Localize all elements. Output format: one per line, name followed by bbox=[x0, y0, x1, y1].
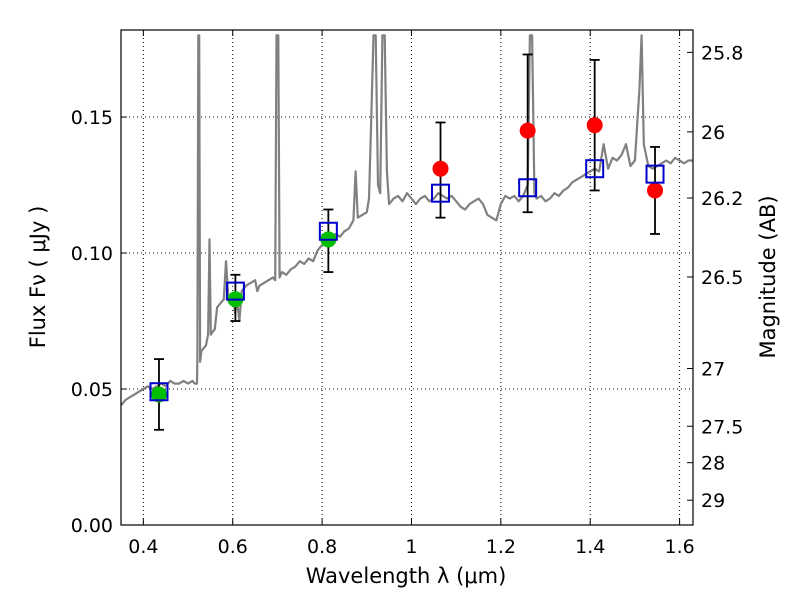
model-point bbox=[431, 183, 451, 203]
data-point bbox=[586, 117, 603, 134]
y-axis-label-right: Magnitude (AB) bbox=[756, 195, 780, 358]
x-tick-label: 0.8 bbox=[307, 536, 337, 558]
x-tick-label: 1.4 bbox=[575, 536, 605, 558]
data-point bbox=[519, 122, 536, 139]
x-tick-label: 1.2 bbox=[486, 536, 516, 558]
x-tick-label: 0.6 bbox=[218, 536, 248, 558]
spectrum-line bbox=[120, 34, 693, 407]
errorbar-layer bbox=[153, 53, 661, 431]
y-tick-label: 0.15 bbox=[71, 107, 113, 129]
y-tick-label: 0.00 bbox=[71, 515, 113, 537]
model-point bbox=[585, 159, 605, 179]
grid bbox=[121, 30, 693, 526]
model-point bbox=[518, 178, 538, 198]
model-point bbox=[318, 221, 338, 241]
spectrum-layer bbox=[120, 34, 693, 407]
x-tick-label: 1 bbox=[405, 536, 417, 558]
y-tick-label: 0.10 bbox=[71, 243, 113, 265]
marker-layer bbox=[149, 117, 665, 403]
right-tick-label: 25.8 bbox=[701, 42, 743, 64]
x-tick-label: 1.6 bbox=[664, 536, 694, 558]
right-tick-label: 27.5 bbox=[701, 416, 743, 438]
tick-layer: 0.4 0.6 0.8 1 1.2 1.4 1.6 0.00 0.05 0.10 0.15 25.8 2… bbox=[71, 30, 743, 558]
x-axis-label: Wavelength λ (μm) bbox=[306, 564, 507, 588]
data-point bbox=[432, 160, 449, 177]
model-point bbox=[225, 281, 245, 301]
model-point bbox=[149, 382, 169, 402]
x-tick-label: 0.4 bbox=[128, 536, 158, 558]
right-tick-label: 26.2 bbox=[701, 188, 743, 210]
plot-frame bbox=[120, 29, 694, 526]
right-tick-label: 28 bbox=[701, 453, 725, 475]
right-tick-label: 27 bbox=[701, 358, 725, 380]
right-tick-label: 26.5 bbox=[701, 267, 743, 289]
right-tick-label: 29 bbox=[701, 490, 725, 512]
y-axis-label: Flux Fν ( μJy ) bbox=[26, 206, 50, 349]
y-tick-label: 0.05 bbox=[71, 379, 113, 401]
data-point bbox=[647, 182, 664, 199]
right-tick-label: 26 bbox=[701, 122, 725, 144]
model-point bbox=[645, 164, 665, 184]
